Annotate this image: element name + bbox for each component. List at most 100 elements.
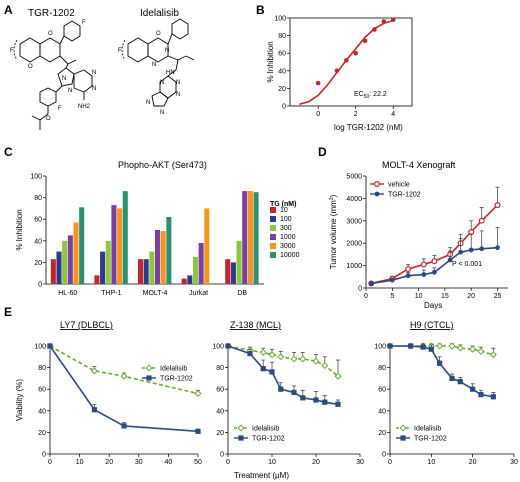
- d-series-0-point: [494, 202, 501, 209]
- ide-atom-n6: N: [146, 100, 150, 106]
- c-bar-4-3: [242, 191, 248, 284]
- d-series-1-point: [458, 249, 464, 255]
- c-legend-swatch-3: [270, 234, 276, 240]
- e1-ytick-label: 60: [38, 387, 46, 394]
- e2-series-1-point: [313, 397, 319, 403]
- e1-xtick-label: 0: [48, 459, 52, 466]
- panel-c-ylabel: % Inhibition: [15, 209, 24, 250]
- ide-atom-n1: N: [165, 48, 169, 54]
- c-bar-0-1: [56, 251, 62, 284]
- c-category-label-0: HL-60: [58, 290, 77, 297]
- c-ytick-label: 20: [34, 260, 42, 267]
- e2-ytick-label: 100: [212, 344, 224, 351]
- e2-series-0-point: [277, 353, 285, 361]
- e2-series-1-point: [335, 401, 341, 407]
- d-ytick-label: 0: [358, 286, 362, 293]
- d-legend-marker-1: [374, 191, 380, 197]
- e1-series-0-line: [49, 345, 199, 395]
- e1-xtick-label: 40: [165, 459, 173, 466]
- e1-xtick-label: 10: [76, 459, 84, 466]
- d-ytick-label: 1000: [346, 263, 362, 270]
- c-legend-label-0: 10: [280, 207, 288, 214]
- d-ytick-label: 4000: [346, 196, 362, 203]
- e2-legend-marker-0: [237, 424, 245, 432]
- c-legend-label-5: 10000: [280, 252, 300, 259]
- e3-legend-label-1: TGR-1202: [414, 436, 447, 443]
- c-bar-1-5: [122, 191, 128, 284]
- e3-series-0-point: [448, 342, 456, 350]
- panel-e-xlabel: Treatment (μM): [234, 471, 289, 480]
- panel-letter-a: A: [4, 3, 13, 17]
- panel-a-structures: TGR-1202 Idelalisib O: [10, 8, 195, 130]
- panel-b-ec50-label: EC50: 22.2: [354, 91, 387, 100]
- e2-series-0-point: [259, 348, 267, 356]
- e2-ytick-label: 60: [216, 387, 224, 394]
- c-bar-4-0: [225, 259, 231, 284]
- e1-ytick-label: 40: [38, 408, 46, 415]
- e3-series-1-point: [457, 379, 463, 385]
- panel-e1-title: LY7 (DLBCL): [60, 320, 113, 330]
- e3-series-1-point: [387, 343, 393, 349]
- c-legend-swatch-1: [270, 216, 276, 222]
- panel-b-dose-response: % Inhibition log TGR-1202 (nM) EC50: 22.…: [266, 16, 413, 132]
- b-ytick-label: 20: [278, 86, 286, 93]
- e3-series-0-point: [456, 344, 464, 352]
- e3-ytick-label: 80: [378, 365, 386, 372]
- e3-series-0-point: [489, 351, 497, 359]
- ide-atom-f: F: [118, 48, 122, 54]
- c-legend-label-3: 1000: [280, 234, 296, 241]
- e2-ytick-label: 40: [216, 408, 224, 415]
- b-data-point: [362, 38, 368, 44]
- b-data-point: [315, 80, 321, 86]
- tgr-atom-n1: N: [62, 76, 66, 82]
- ide-atom-n3: N: [176, 80, 180, 86]
- c-bar-0-5: [79, 207, 85, 284]
- c-legend-swatch-5: [270, 252, 276, 258]
- e1-legend-marker-1: [146, 375, 152, 381]
- c-legend-swatch-0: [270, 207, 276, 213]
- ide-atom-hn: HN: [166, 70, 175, 76]
- e2-series-0-point: [334, 372, 342, 380]
- d-series-0-point: [468, 229, 475, 236]
- e2-xtick-label: 20: [312, 459, 320, 466]
- panel-d-title: MOLT-4 Xenograft: [382, 160, 456, 170]
- c-ytick-label: 60: [34, 217, 42, 224]
- b-ytick-label: 0: [282, 104, 286, 111]
- panel-d-xenograft: MOLT-4 Xenograft Tumor volume (mm3) Days…: [329, 160, 508, 310]
- e2-series-1-point: [247, 350, 253, 357]
- d-ytick-label: 3000: [346, 218, 362, 225]
- c-bar-4-1: [230, 262, 236, 284]
- b-frame: [289, 17, 413, 107]
- compound-name-idelalisib: Idelalisib: [140, 8, 179, 19]
- e1-ytick-label: 80: [38, 365, 46, 372]
- c-bar-1-4: [117, 208, 123, 284]
- d-series-0-line: [371, 204, 499, 285]
- c-category-label-2: MOLT-4: [143, 290, 168, 297]
- d-series-1-point: [431, 269, 437, 275]
- d-legend-marker-0: [374, 181, 381, 188]
- c-ytick-label: 0: [38, 282, 42, 289]
- e3-series-0-point: [477, 347, 485, 355]
- e2-series-0-point: [290, 355, 298, 363]
- panel-d-xlabel: Days: [424, 301, 442, 310]
- c-ytick-label: 100: [30, 174, 42, 181]
- e3-ytick-label: 60: [378, 387, 386, 394]
- c-bar-3-0: [181, 278, 187, 284]
- c-category-label-3: Jurkat: [189, 290, 208, 297]
- c-legend-label-4: 3000: [280, 243, 296, 250]
- d-series-1-point: [495, 245, 500, 251]
- panel-e-ylabel: Viability (%): [15, 379, 24, 421]
- e2-legend-marker-1: [238, 435, 244, 441]
- c-legend-label-2: 300: [280, 225, 292, 232]
- c-ytick-label: 40: [34, 238, 42, 245]
- panel-d-pvalue: P < 0.001: [452, 261, 482, 268]
- e2-series-0-line: [227, 345, 339, 377]
- panel-letter-c: C: [4, 145, 13, 159]
- e3-series-1-point: [437, 360, 443, 366]
- ide-atom-o: O: [156, 31, 161, 37]
- b-ytick-label: 60: [278, 51, 286, 58]
- panel-e-viability: LY7 (DLBCL) Z-138 (MCL) H9 (CTCL) Viabil…: [15, 320, 518, 480]
- e1-series-1-point: [121, 423, 127, 429]
- d-series-0-point: [431, 258, 438, 265]
